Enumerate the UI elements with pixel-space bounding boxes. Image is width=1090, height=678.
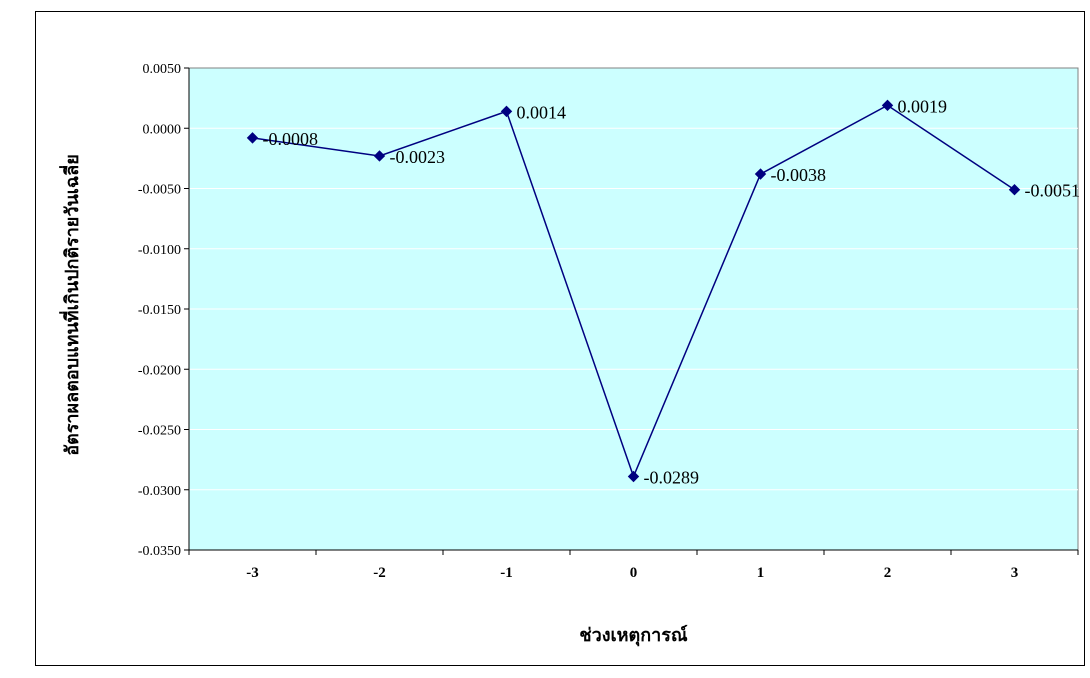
- y-tick-label: -0.0300: [138, 484, 181, 499]
- data-point-marker: [246, 132, 259, 144]
- data-label: -0.0008: [263, 129, 319, 149]
- y-tick-label: 0.0000: [143, 122, 182, 137]
- x-axis-title: ช่วงเหตุการณ์: [579, 624, 687, 647]
- y-tick-label: -0.0250: [138, 424, 181, 439]
- data-label: 0.0014: [517, 102, 567, 122]
- x-tick-label: 3: [1011, 565, 1019, 581]
- data-label: -0.0051: [1025, 181, 1081, 201]
- x-tick-label: -1: [500, 565, 513, 581]
- data-label: -0.0038: [771, 165, 827, 185]
- y-axis-title: อัตราผลตอบแทนที่เกินปกติรายวันเฉลี่ย: [59, 154, 82, 456]
- x-tick-label: 2: [884, 565, 892, 581]
- data-label: 0.0019: [898, 96, 948, 116]
- data-labels: -0.0008 -0.0023 0.0014 -0.0289 -0.0038 0.0019…: [263, 96, 1081, 487]
- data-label: -0.0023: [390, 147, 446, 167]
- gridlines: [189, 127, 1078, 491]
- y-tick-label: -0.0050: [138, 183, 181, 198]
- x-axis-ticks: -3 -2 -1 0 1 2 3: [188, 549, 1079, 581]
- y-tick-label: -0.0200: [138, 363, 181, 378]
- data-label: -0.0289: [644, 467, 700, 487]
- y-tick-label: -0.0350: [138, 544, 181, 559]
- data-point-marker: [1008, 183, 1021, 196]
- x-tick-label: 0: [630, 565, 638, 581]
- data-point-marker: [627, 470, 640, 483]
- y-tick-label: -0.0150: [138, 303, 181, 318]
- data-point-marker: [373, 150, 386, 162]
- x-tick-label: -3: [246, 565, 259, 581]
- data-point-marker: [754, 168, 767, 180]
- data-point-marker: [500, 105, 513, 118]
- y-axis-ticks: 0.0050 0.0000 -0.0050 -0.0100 -0.0150 -0.0200…: [138, 62, 190, 559]
- data-point-marker: [881, 99, 894, 112]
- x-tick-label: -2: [373, 565, 386, 581]
- y-tick-label: 0.0050: [143, 62, 182, 77]
- data-points: [246, 99, 1021, 483]
- y-tick-label: -0.0100: [138, 243, 181, 258]
- x-tick-label: 1: [757, 565, 765, 581]
